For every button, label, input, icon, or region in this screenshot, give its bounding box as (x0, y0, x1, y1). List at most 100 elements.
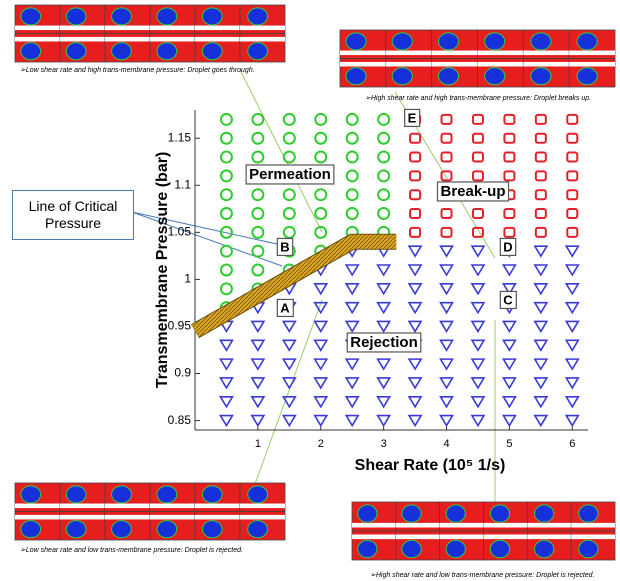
channel-wall (150, 37, 195, 42)
droplet (577, 68, 597, 85)
triangle-marker (378, 284, 390, 294)
square-marker (536, 153, 546, 162)
channel-wall (523, 62, 569, 67)
circle-marker (347, 114, 358, 125)
triangle-marker (535, 359, 547, 369)
channel-wall (150, 504, 195, 509)
triangle-marker (566, 284, 578, 294)
droplet (531, 33, 551, 50)
triangle-marker (346, 359, 358, 369)
region-label-group: Break-up (437, 182, 508, 201)
droplet (157, 486, 177, 503)
droplet (66, 486, 86, 503)
triangle-marker (252, 321, 264, 331)
droplet (438, 68, 458, 85)
channel-wall (150, 515, 195, 520)
circle-marker (221, 170, 232, 181)
square-marker (567, 134, 577, 143)
triangle-marker (503, 321, 515, 331)
triangle-marker (503, 397, 515, 407)
pointer (255, 300, 322, 484)
triangle-marker (409, 303, 421, 313)
triangle-marker (346, 416, 358, 426)
triangle-marker (472, 321, 484, 331)
triangle-marker (409, 378, 421, 388)
square-marker (536, 115, 546, 124)
triangle-marker (315, 340, 327, 350)
square-marker (567, 115, 577, 124)
circle-marker (284, 133, 295, 144)
channel-wall (60, 504, 105, 509)
channel-wall (340, 62, 386, 67)
triangle-marker (283, 340, 295, 350)
triangle-marker (378, 359, 390, 369)
triangle-marker (283, 321, 295, 331)
triangle-marker (315, 416, 327, 426)
triangle-marker (566, 321, 578, 331)
circle-marker (347, 133, 358, 144)
droplet (202, 43, 222, 60)
triangle-marker (441, 321, 453, 331)
triangle-marker (441, 378, 453, 388)
region-label-group: Rejection (347, 333, 421, 352)
square-marker (473, 153, 483, 162)
y-tick-label: 0.95 (168, 319, 192, 333)
droplet (202, 486, 222, 503)
triangle-marker (535, 340, 547, 350)
circle-marker (315, 208, 326, 219)
triangle-marker (472, 378, 484, 388)
triangle-marker (441, 265, 453, 275)
point-letter: B (280, 239, 289, 254)
channel-wall (150, 26, 195, 31)
circle-marker (315, 114, 326, 125)
droplet (157, 521, 177, 538)
circle-marker (252, 227, 263, 238)
channel-wall (386, 62, 432, 67)
square-marker (567, 209, 577, 218)
channel-wall (15, 504, 60, 509)
square-marker (536, 209, 546, 218)
square-marker (442, 228, 452, 237)
triangle-marker (409, 321, 421, 331)
droplet (485, 33, 505, 50)
channel-wall (527, 534, 571, 539)
point-letter-group: C (500, 291, 516, 308)
square-marker (504, 153, 514, 162)
square-marker (473, 209, 483, 218)
droplet (157, 43, 177, 60)
droplet (490, 505, 509, 522)
channel-wall (386, 51, 432, 56)
thumbnail-strip (15, 5, 285, 62)
channel-wall (60, 26, 105, 31)
callout-box: Line of Critical Pressure (12, 190, 134, 240)
circle-marker (252, 189, 263, 200)
region-label: Permeation (249, 166, 331, 183)
circle-marker (252, 133, 263, 144)
droplet (534, 505, 553, 522)
square-marker (473, 115, 483, 124)
channel-wall (60, 515, 105, 520)
inset-caption: ➢High shear rate and high trans-membrane… (365, 95, 591, 102)
point-letter: D (503, 239, 512, 254)
y-tick-label: 0.85 (168, 413, 192, 427)
triangle-marker (441, 246, 453, 256)
triangle-marker (378, 397, 390, 407)
droplet (579, 540, 598, 557)
channel-wall (396, 534, 440, 539)
triangle-marker (409, 359, 421, 369)
droplet (112, 43, 132, 60)
droplet (346, 68, 366, 85)
channel-wall (15, 515, 60, 520)
circle-marker (284, 114, 295, 125)
droplet (358, 540, 377, 557)
triangle-marker (409, 246, 421, 256)
triangle-marker (566, 397, 578, 407)
circle-marker (315, 133, 326, 144)
triangle-marker (315, 359, 327, 369)
circle-marker (252, 246, 263, 257)
circle-marker (284, 227, 295, 238)
droplet (490, 540, 509, 557)
triangle-marker (441, 284, 453, 294)
square-marker (410, 228, 420, 237)
triangle-marker (346, 321, 358, 331)
